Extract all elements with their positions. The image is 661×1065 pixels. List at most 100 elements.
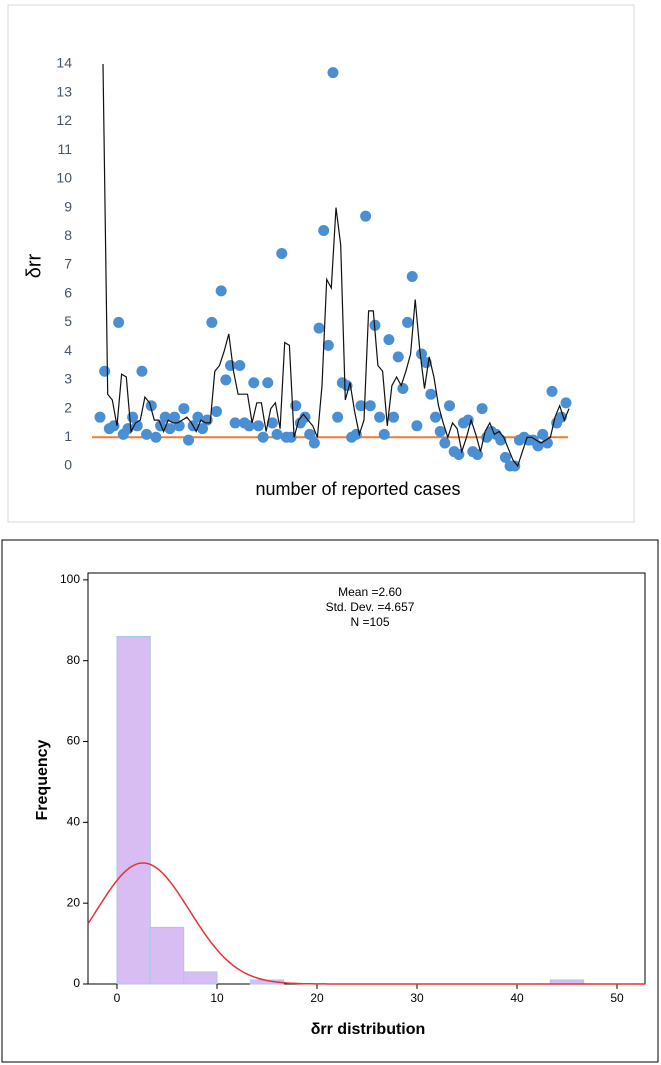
data-point [364,400,376,412]
y-tick-label: 6 [64,284,72,300]
data-point [220,374,232,386]
data-point [257,431,269,443]
y-tick-label: 10 [56,170,72,186]
data-point [434,426,446,438]
data-point [425,388,437,400]
data-point [406,270,418,282]
data-point [99,365,111,377]
stats-mean: Mean =2.60 [338,585,402,599]
x-tick-label: 40 [510,991,524,1005]
y-axis-label: Frequency [34,739,51,820]
data-point [476,403,488,415]
histogram-bar [183,971,218,985]
data-point [155,420,167,432]
y-tick-label: 9 [64,198,72,214]
histogram-bar [149,926,185,985]
data-point [360,210,372,222]
data-point [178,403,190,415]
data-point [318,225,330,237]
y-tick-label: 1 [64,428,72,444]
data-point [183,434,195,446]
data-point [327,67,339,79]
data-point [546,385,558,397]
data-point [271,428,283,440]
y-tick-label: 13 [56,83,72,99]
data-point [243,420,255,432]
y-tick-label: 2 [64,399,72,415]
y-tick-label: 12 [56,112,72,128]
x-axis-label: δrr distribution [311,1021,426,1038]
plot-area [87,572,646,985]
data-point [397,382,409,394]
data-point [131,420,143,432]
data-point [388,411,400,423]
y-tick-label: 3 [64,371,72,387]
data-point [383,334,395,346]
data-point [94,411,106,423]
data-point [416,348,428,360]
data-point [471,449,483,461]
data-point [197,423,209,435]
data-point [355,400,367,412]
data-point [313,322,325,334]
data-point [411,420,423,432]
data-point [439,437,451,449]
data-point [444,400,455,412]
x-tick-label: 20 [310,991,324,1005]
x-axis-label: number of reported cases [255,479,460,499]
x-tick-label: 50 [610,991,624,1005]
data-point [378,428,390,440]
y-axis-label: δrr [23,253,45,278]
data-point [141,428,153,440]
data-point [304,428,316,440]
data-point [136,365,148,377]
data-point [560,397,572,409]
y-tick-label: 20 [67,895,81,909]
data-point [499,451,511,463]
y-tick-label: 60 [67,734,81,748]
data-point [322,339,334,351]
y-tick-label: 40 [67,815,81,829]
data-point [211,405,222,417]
data-point [215,285,227,297]
data-point [164,423,176,435]
data-point [402,316,414,328]
data-point [145,400,157,412]
data-point [392,351,404,363]
data-point [308,437,320,449]
y-tick-label: 0 [64,457,72,473]
data-point [150,431,162,443]
data-point [122,423,134,435]
stats-std-dev: Std. Dev. =4.657 [326,600,415,614]
data-point [374,411,386,423]
y-tick-label: 11 [57,141,72,157]
data-point [430,411,442,423]
data-point [332,411,344,423]
y-tick-label: 0 [73,976,80,990]
y-tick-label: 5 [64,313,72,329]
data-point [262,377,274,389]
data-point [266,417,278,429]
histogram-bar [116,635,151,985]
data-point [229,417,241,429]
data-point [248,377,260,389]
data-point [509,460,521,472]
y-tick-label: 80 [67,653,81,667]
x-tick-label: 10 [210,991,224,1005]
data-point [169,411,181,423]
data-point [276,248,288,260]
trend-line [102,63,570,468]
data-point [252,420,264,432]
data-point [113,316,125,328]
stats-n: N =105 [350,615,389,629]
data-point [234,360,246,371]
x-tick-label: 0 [114,991,121,1005]
normal-curve [87,862,645,985]
y-tick-label: 7 [64,256,72,272]
y-tick-label: 8 [64,227,72,243]
data-point [537,428,549,440]
data-point [206,316,218,328]
y-tick-label: 100 [60,572,80,586]
